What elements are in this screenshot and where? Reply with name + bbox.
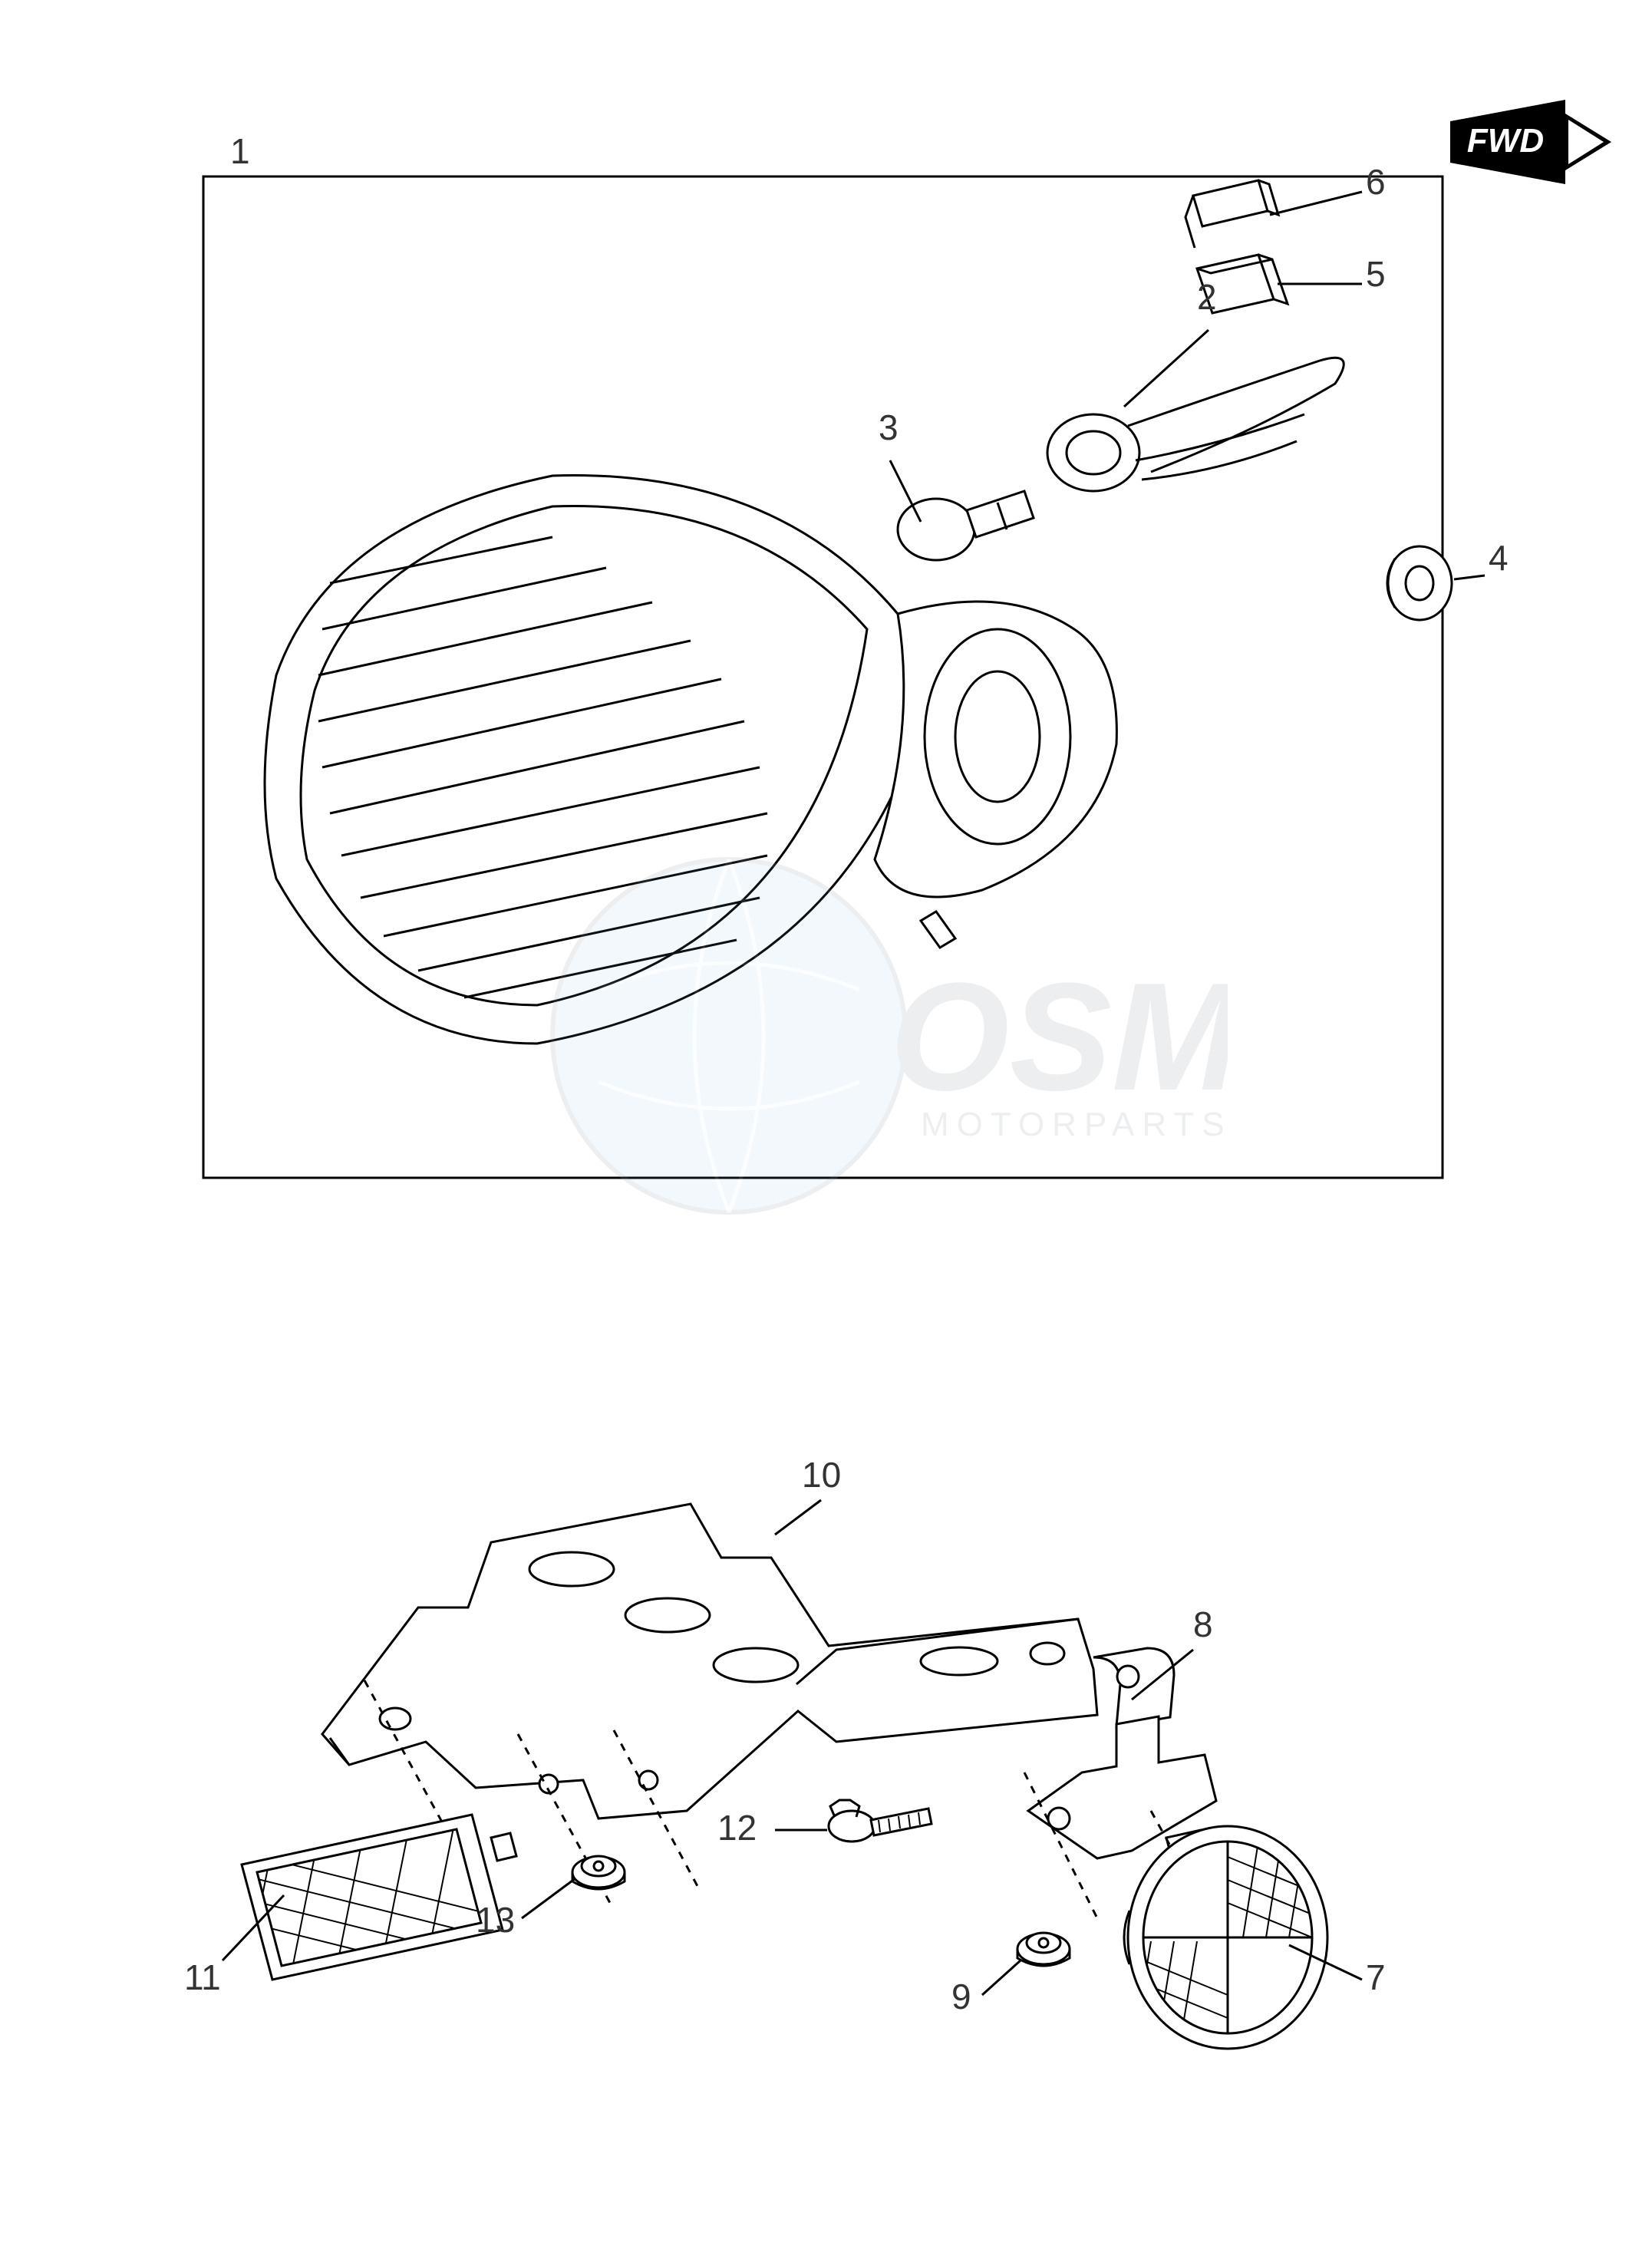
flange-nut-13 (572, 1856, 625, 1889)
cushion-upper (1185, 180, 1278, 248)
callout-4: 4 (1489, 537, 1509, 579)
bulb (898, 491, 1034, 560)
callout-2: 2 (1197, 276, 1217, 318)
callout-5: 5 (1366, 253, 1386, 295)
callout-8: 8 (1193, 1604, 1213, 1645)
callout-6: 6 (1366, 161, 1386, 203)
callout-13: 13 (476, 1899, 515, 1941)
callout-1: 1 (230, 130, 250, 172)
side-reflector-rect (230, 1793, 516, 1987)
callout-3: 3 (879, 407, 899, 448)
callout-7: 7 (1366, 1957, 1386, 1998)
rear-reflector-round (1124, 1826, 1327, 2049)
flange-bolt-12 (829, 1800, 932, 1842)
callout-11: 11 (184, 1957, 221, 1998)
rear-lamp-housing (265, 476, 1116, 1044)
callout-10: 10 (802, 1454, 841, 1495)
callout-9: 9 (951, 1976, 971, 2017)
drawing-svg (0, 0, 1652, 2262)
bulb-socket (1047, 358, 1344, 491)
flange-nut-9 (1017, 1933, 1070, 1966)
grommet (1387, 546, 1452, 620)
diagram-canvas: FWD (0, 0, 1652, 2262)
callout-12: 12 (717, 1807, 757, 1848)
